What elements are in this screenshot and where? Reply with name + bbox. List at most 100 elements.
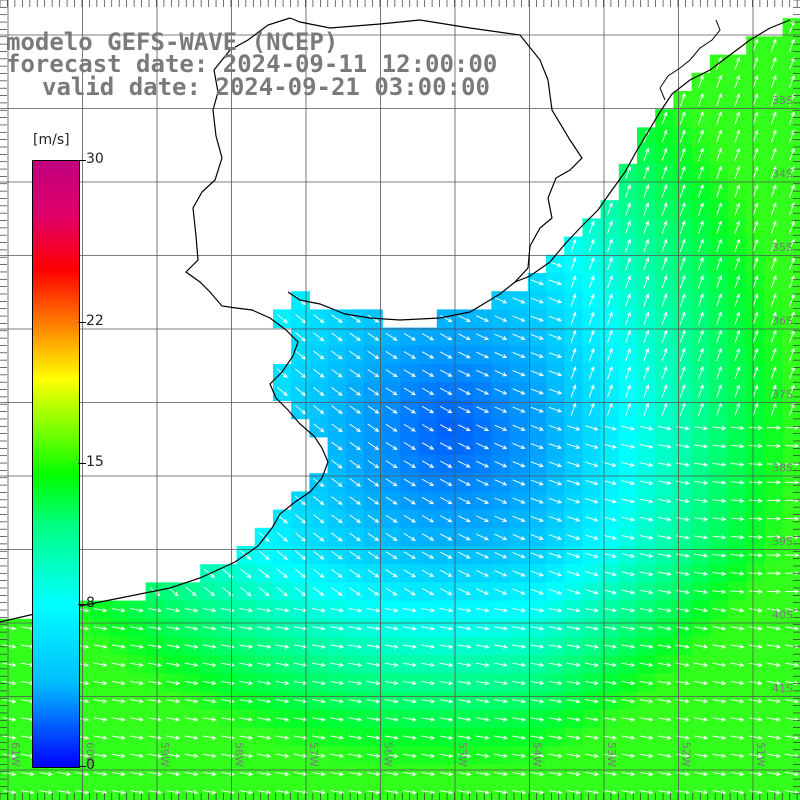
wind-arrow (625, 165, 631, 180)
colorbar-units: [m/s] (33, 132, 70, 148)
wind-arrow (639, 535, 654, 540)
wind-arrow (512, 552, 526, 559)
wind-arrow (276, 586, 288, 597)
colorbar-tick-label: 22 (86, 312, 104, 329)
wind-arrow (458, 569, 471, 577)
wind-arrow (494, 735, 508, 740)
wind-arrow (439, 460, 453, 468)
wind-arrow (367, 423, 380, 432)
wind-arrow (457, 735, 472, 740)
wind-arrow (202, 753, 217, 758)
wind-arrow (607, 202, 613, 216)
wind-arrow (694, 480, 709, 485)
wind-arrow (148, 735, 163, 740)
wind-arrow (2, 771, 17, 777)
wind-arrow (621, 462, 636, 467)
wind-arrow (548, 516, 563, 522)
wind-arrow (548, 334, 563, 340)
longitude-label: 60W (84, 742, 97, 767)
wind-arrow (789, 38, 795, 52)
wind-arrow (403, 460, 416, 469)
wind-arrow (530, 297, 544, 304)
wind-arrow (349, 569, 362, 578)
wind-arrow (694, 444, 709, 449)
wind-arrow (330, 735, 345, 740)
wind-arrow (385, 496, 398, 505)
wind-arrow (566, 589, 581, 595)
wind-arrow (679, 366, 686, 380)
wind-arrow (603, 717, 618, 722)
wind-arrow (661, 384, 668, 398)
wind-arrow (621, 571, 636, 577)
wind-arrow (785, 552, 800, 558)
wind-arrow (603, 461, 618, 467)
wind-arrow (276, 386, 288, 397)
wind-arrow (661, 165, 668, 180)
wind-arrow (421, 533, 435, 541)
wind-arrow (367, 441, 380, 451)
wind-arrow (752, 202, 759, 216)
wind-arrow (512, 351, 526, 359)
wind-arrow (2, 644, 17, 649)
wind-arrow (166, 608, 181, 613)
wind-arrow (295, 404, 307, 415)
wind-arrow (439, 717, 454, 722)
wind-arrow (348, 608, 363, 613)
wind-arrow (202, 608, 217, 613)
wind-arrow (202, 717, 217, 722)
wind-arrow (643, 311, 650, 325)
wind-arrow (111, 753, 126, 758)
wind-arrow (625, 256, 631, 271)
wind-arrow (643, 293, 650, 307)
wind-arrow (639, 717, 654, 722)
wind-arrow (367, 460, 380, 469)
wind-arrow (639, 444, 654, 449)
wind-arrow (712, 553, 727, 558)
wind-arrow (752, 293, 759, 307)
wind-arrow (313, 550, 325, 560)
wind-arrow (770, 293, 777, 307)
wind-arrow (367, 496, 380, 505)
wind-arrow (75, 771, 90, 777)
wind-arrow (694, 717, 709, 722)
wind-arrow (766, 498, 782, 503)
wind-arrow (548, 608, 563, 613)
wind-arrow (202, 699, 217, 704)
wind-arrow (257, 717, 272, 722)
wind-arrow (184, 771, 199, 777)
wind-arrow (202, 790, 217, 795)
wind-arrow (548, 717, 563, 722)
wind-arrow (748, 753, 763, 758)
wind-arrow (257, 608, 272, 613)
wind-arrow (295, 532, 307, 542)
wind-arrow (494, 442, 508, 450)
wind-arrow (566, 443, 581, 449)
wind-arrow (295, 586, 307, 597)
wind-arrow (734, 384, 741, 398)
wind-arrow (712, 753, 727, 758)
wind-arrow (385, 423, 398, 432)
wind-arrow (458, 442, 471, 450)
wind-arrow (2, 626, 17, 631)
wind-arrow (698, 220, 704, 234)
latitude-label: 41S (772, 682, 793, 695)
wind-arrow (752, 74, 759, 89)
wind-arrow (367, 551, 380, 560)
wind-arrow (712, 444, 727, 449)
wind-arrow (607, 238, 613, 252)
colorbar-tick-label: 30 (86, 151, 104, 167)
wind-arrow (570, 275, 577, 289)
wind-arrow (184, 644, 199, 649)
wind-arrow (202, 662, 217, 667)
wind-arrow (20, 771, 35, 777)
wind-arrow (458, 478, 471, 486)
wind-arrow (748, 771, 763, 777)
wind-arrow (239, 717, 254, 722)
wind-arrow (330, 790, 345, 795)
wind-arrow (679, 93, 686, 107)
wind-arrow (366, 662, 381, 667)
wind-arrow (512, 790, 527, 795)
wind-arrow (548, 352, 563, 358)
wind-arrow (752, 238, 759, 252)
wind-arrow (312, 699, 326, 704)
